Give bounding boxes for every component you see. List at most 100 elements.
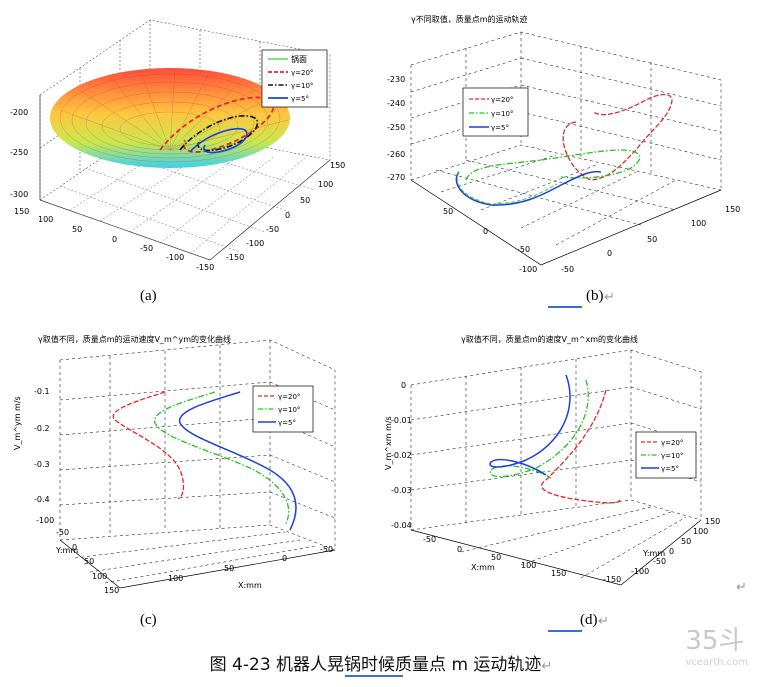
panel-a: 锅面 γ=20° γ=10° γ=5° -200 -250 -300 150 1… [0,0,381,310]
tick-c-x-2: 50 [224,564,234,573]
legend-d-item-2: γ=10° [661,452,683,460]
legend-c: γ=20° γ=10° γ=5° [252,385,314,433]
trajectory-c-gamma10 [154,391,290,526]
tick-c-y-2: -50 [56,528,69,537]
tick-b-x-3: -50 [517,245,530,254]
panel-d-xlabel: X:mm [471,563,495,572]
tick-a-y-5: -50 [266,225,279,234]
legend-d-item-1: γ=20° [661,439,683,447]
tick-c-z-2: -0.2 [34,424,50,433]
tick-a-y-7: -150 [226,253,244,262]
panel-c-ylabel: V_m^ym m/s [13,396,22,450]
tick-a-z-2: -250 [10,148,28,157]
figure-caption: 图 4-23 机器人晃锅时候质量点 m 运动轨迹↵ [0,650,762,675]
legend-a-item-1: 锅面 [291,54,307,64]
tick-b-y-2: 100 [691,219,706,228]
panel-d-plot: γ取值不同，质量点m的速度V_m^xm的变化曲线 γ=20° γ=10° γ=5… [384,334,720,586]
caption-underline [345,675,403,677]
tick-d-y-3: 50 [681,537,691,546]
tick-b-y-1: 150 [725,205,740,214]
trajectory-d-gamma5 [489,374,571,476]
tick-a-y-2: 100 [318,180,333,189]
tick-d-y-1: 150 [705,517,720,526]
trajectory-d-gamma10 [489,379,589,479]
trajectory-gamma10 [179,115,259,152]
panel-c-plot: γ取值不同，质量点m的运动速度V_m^ym的变化曲线 γ=20° γ=10° γ… [13,334,336,595]
panel-b-label: (b) [586,288,604,304]
legend-b: γ=20° γ=10° γ=5° [462,87,529,137]
tick-b-x-4: -100 [519,265,537,274]
tick-d-z-3: -0.02 [391,451,412,460]
panel-d-ylabel: V_m^xm m/s [384,416,393,470]
panel-d-underline [548,630,582,632]
tick-a-y-1: 150 [330,161,345,170]
tick-b-x-1: 50 [443,207,453,216]
legend-c-item-2: γ=10° [278,406,300,414]
panel-c-ylabel2: Y:mm [55,546,78,555]
legend-d: γ=20° γ=10° γ=5° [635,431,697,479]
legend-a-item-4: γ=5° [291,95,309,103]
panel-d-title: γ取值不同，质量点m的速度V_m^xm的变化曲线 [461,334,638,344]
panel-a-label: (a) [140,288,157,304]
figure-caption-text: 图 4-23 机器人晃锅时候质量点 m 运动轨迹 [209,655,542,675]
tick-c-y-4: 50 [84,557,94,566]
caption-return-mark: ↵ [541,659,553,674]
legend-d-item-3: γ=5° [661,465,679,473]
panel-c: γ取值不同，质量点m的运动速度V_m^ym的变化曲线 γ=20° γ=10° γ… [0,320,381,620]
legend-b-item-2: γ=10° [491,110,513,118]
tick-a-z-1: -200 [10,108,28,117]
tick-b-y-4: 0 [607,249,612,258]
tick-a-z-3: -300 [10,190,28,199]
tick-d-y-4: 0 [669,547,674,556]
tick-a-x-4: 0 [112,235,117,244]
tick-c-z-1: -0.1 [34,387,50,396]
tick-a-y-6: -100 [246,239,264,248]
watermark-subtext: vcearth.com [685,657,748,668]
tick-b-z-5: -270 [387,173,405,182]
panel-b-underline [548,306,582,308]
tick-c-y-1: -100 [36,516,54,525]
tick-b-y-3: 50 [647,235,657,244]
tick-b-z-2: -240 [387,99,405,108]
tick-a-x-1: 150 [14,207,29,216]
trajectory-c-gamma5 [179,391,297,531]
trajectory-b-gamma10 [465,149,641,181]
tick-d-x-1: -50 [423,535,436,544]
legend-b-item-3: γ=5° [491,124,509,132]
panel-d-label: (d) [580,612,598,628]
tick-d-z-4: -0.03 [391,486,412,495]
panel-b-title: γ不同取值，质量点m的运动轨迹 [411,14,528,24]
tick-d-y-5: -50 [653,557,666,566]
panel-c-label: (c) [140,612,157,628]
tick-c-y-6: 150 [104,586,119,595]
tick-a-x-3: 50 [72,225,82,234]
legend-c-item-1: γ=20° [278,393,300,401]
tick-a-x-5: -50 [140,244,153,253]
tick-d-y-7: -150 [603,575,621,584]
trajectory-d-gamma20 [540,389,621,504]
tick-c-z-4: -0.4 [34,495,50,504]
trajectory-c-gamma20 [112,391,185,499]
legend-a-item-2: γ=20° [291,69,313,77]
tick-a-x-2: 100 [38,215,53,224]
tick-d-x-3: 50 [491,553,501,562]
tick-b-z-3: -250 [387,123,405,132]
tick-a-x-7: -150 [196,263,214,272]
tick-d-y-2: 100 [693,527,708,536]
legend-a-item-3: γ=10° [291,82,313,90]
tick-b-z-1: -230 [387,75,405,84]
tick-c-y-5: 100 [92,572,107,581]
tick-c-y-3: 0 [72,543,77,552]
tick-d-z-1: 0 [401,381,406,390]
tick-d-x-2: 0 [457,545,462,554]
tick-d-x-4: 100 [521,561,536,570]
trajectory-b-gamma5 [455,170,602,206]
tick-c-z-3: -0.3 [34,460,50,469]
tick-b-y-5: -50 [561,265,574,274]
panel-c-title: γ取值不同，质量点m的运动速度V_m^ym的变化曲线 [38,334,231,344]
watermark-logo: 35斗 vcearth.com [685,620,748,668]
panel-d-return-mark: ↵ [598,614,609,629]
panel-a-plot: 锅面 γ=20° γ=10° γ=5° -200 -250 -300 150 1… [10,19,345,272]
panel-d-ylabel2: Y:mm [642,549,665,558]
tick-c-x-3: 0 [282,554,287,563]
